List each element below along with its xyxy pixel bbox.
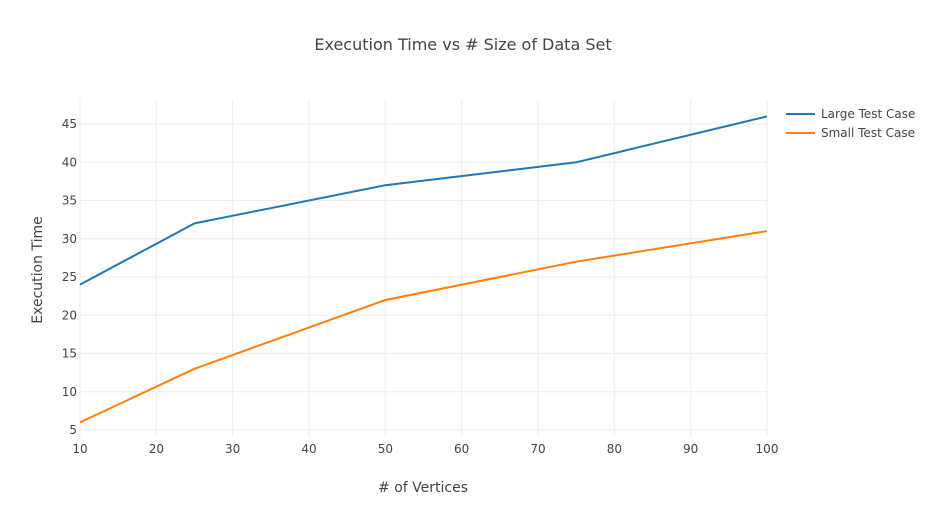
y-tick-label: 5 — [69, 423, 77, 437]
legend-label: Small Test Case — [821, 126, 915, 140]
legend-label: Large Test Case — [821, 107, 915, 121]
y-tick-label: 35 — [62, 194, 77, 208]
legend: Large Test Case Small Test Case — [786, 107, 915, 140]
y-tick-label: 30 — [62, 232, 77, 246]
y-tick-label: 45 — [62, 117, 77, 131]
y-axis-title: Execution Time — [30, 216, 46, 323]
x-tick-label: 100 — [756, 442, 779, 456]
x-axis-ticks: 10 20 30 40 50 60 70 80 90 100 — [72, 442, 778, 456]
legend-item[interactable]: Small Test Case — [786, 126, 915, 140]
chart-title: Execution Time vs # Size of Data Set — [314, 35, 611, 54]
y-tick-label: 10 — [62, 385, 77, 399]
y-tick-label: 40 — [62, 155, 77, 169]
x-tick-label: 80 — [607, 442, 622, 456]
x-tick-label: 70 — [530, 442, 545, 456]
legend-item[interactable]: Large Test Case — [786, 107, 915, 121]
y-axis-ticks: 5 10 15 20 25 30 35 40 45 — [62, 117, 77, 437]
x-tick-label: 50 — [378, 442, 393, 456]
y-tick-label: 15 — [62, 347, 77, 361]
y-tick-label: 20 — [62, 308, 77, 322]
x-tick-label: 60 — [454, 442, 469, 456]
grid-lines — [79, 100, 768, 437]
x-tick-label: 10 — [72, 442, 87, 456]
x-tick-label: 40 — [301, 442, 316, 456]
x-tick-label: 20 — [149, 442, 164, 456]
y-tick-label: 25 — [62, 270, 77, 284]
series-line-2 — [79, 230, 768, 424]
x-tick-label: 90 — [683, 442, 698, 456]
x-axis-title: # of Vertices — [378, 480, 468, 496]
series-lines — [79, 115, 768, 424]
series-line-1 — [79, 115, 768, 286]
x-tick-label: 30 — [225, 442, 240, 456]
